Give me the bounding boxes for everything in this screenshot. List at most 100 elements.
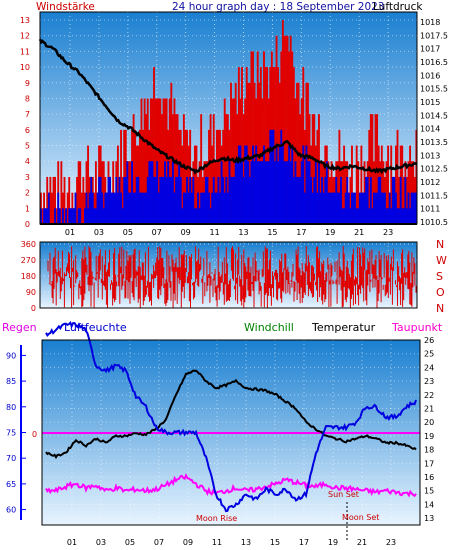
humidity-tick-label: 75 (6, 429, 16, 438)
speed-bar (175, 176, 177, 224)
speed-bar (182, 192, 185, 224)
speed-bar (83, 208, 86, 224)
windchill-label: Windchill (244, 321, 294, 334)
wind-tick-label: 10 (20, 63, 30, 72)
gust-bar (145, 114, 148, 224)
gust-bar (142, 129, 144, 224)
speed-bar (318, 161, 320, 224)
gust-bar (176, 114, 179, 224)
speed-bar (341, 208, 344, 224)
speed-bar (352, 192, 355, 224)
gust-bar (253, 82, 256, 225)
speed-bar (360, 192, 363, 224)
speed-bar (176, 176, 179, 224)
speed-bar (46, 208, 49, 224)
speed-bar (126, 161, 129, 224)
speed-bar (296, 176, 298, 224)
pressure-tick-label: 1013 (420, 151, 440, 160)
wind-tick-label: 11 (20, 47, 30, 56)
speed-bar (314, 161, 317, 224)
speed-bar (69, 208, 72, 224)
gust-bar (401, 145, 404, 224)
gust-bar (226, 114, 229, 224)
pressure-tick-label: 1012.5 (420, 165, 448, 174)
pressure-tick-label: 1018 (420, 18, 440, 27)
speed-bar (189, 176, 192, 224)
speed-bar (203, 192, 206, 224)
speed-bar (388, 192, 391, 224)
gust-bar (302, 67, 305, 224)
gust-bar (395, 145, 397, 224)
hour-tick-label: 09 (181, 228, 191, 237)
speed-bar (230, 176, 232, 224)
gust-bar (316, 129, 319, 224)
speed-bar (291, 145, 294, 224)
gust-bar (159, 98, 162, 224)
sun-set-label: Sun Set (328, 490, 359, 499)
speed-bar (387, 208, 390, 224)
speed-bar (255, 145, 258, 224)
gust-bar (291, 51, 294, 225)
speed-bar (94, 208, 97, 224)
direction-tick-label: 0 (31, 304, 36, 313)
pressure-tick-label: 1016.5 (420, 58, 448, 67)
pressure-tick-label: 1010.5 (420, 218, 448, 227)
speed-bar (77, 208, 80, 224)
gust-bar (175, 114, 177, 224)
hour-tick-label: 15 (267, 228, 277, 237)
gust-bar (349, 176, 352, 224)
speed-bar (379, 176, 382, 224)
gust-bar (160, 114, 163, 224)
gust-bar (54, 176, 57, 224)
direction-letter: N (436, 302, 444, 315)
speed-bar (162, 176, 165, 224)
speed-bar (385, 208, 388, 224)
speed-bar (395, 192, 397, 224)
temperature-tick-label: 16 (424, 473, 434, 482)
wind-tick-label: 12 (20, 32, 30, 41)
pressure-tick-label: 1017 (420, 45, 440, 54)
gust-bar (355, 145, 358, 224)
speed-bar (215, 192, 218, 224)
speed-bar (332, 192, 335, 224)
gust-bar (275, 35, 278, 224)
speed-bar (377, 176, 380, 224)
speed-bar (267, 161, 270, 224)
rain-value: 0 (32, 430, 37, 439)
speed-bar (54, 208, 57, 224)
gust-bar (311, 114, 314, 224)
pressure-tick-label: 1017.5 (420, 31, 448, 40)
speed-bar (347, 192, 350, 224)
gust-bar (41, 208, 44, 224)
speed-bar (96, 192, 99, 224)
speed-bar (110, 192, 113, 224)
speed-bar (288, 145, 291, 224)
speed-bar (190, 192, 193, 224)
speed-bar (149, 161, 152, 224)
speed-bar (197, 192, 199, 224)
speed-bar (307, 161, 309, 224)
speed-bar (292, 176, 295, 224)
speed-bar (297, 176, 300, 224)
gust-bar (264, 67, 267, 224)
humidity-tick-label: 70 (6, 454, 16, 463)
gust-bar (87, 145, 89, 224)
speed-bar (305, 145, 308, 224)
chart-title: 24 hour graph day : 18 September 2023 (172, 1, 384, 13)
speed-bar (384, 192, 386, 224)
gust-bar (274, 67, 276, 224)
direction-tick-label: 360 (21, 240, 36, 249)
speed-bar (278, 145, 281, 224)
speed-bar (153, 176, 155, 224)
speed-bar (170, 176, 173, 224)
speed-bar (187, 192, 190, 224)
speed-bar (390, 208, 393, 224)
gust-bar (50, 192, 53, 224)
speed-bar (160, 176, 163, 224)
gust-bar (259, 67, 262, 224)
speed-bar (289, 161, 292, 224)
gust-bar (198, 161, 201, 224)
gust-bar (138, 129, 141, 224)
temperature-tick-label: 23 (424, 377, 434, 386)
speed-bar (300, 161, 303, 224)
